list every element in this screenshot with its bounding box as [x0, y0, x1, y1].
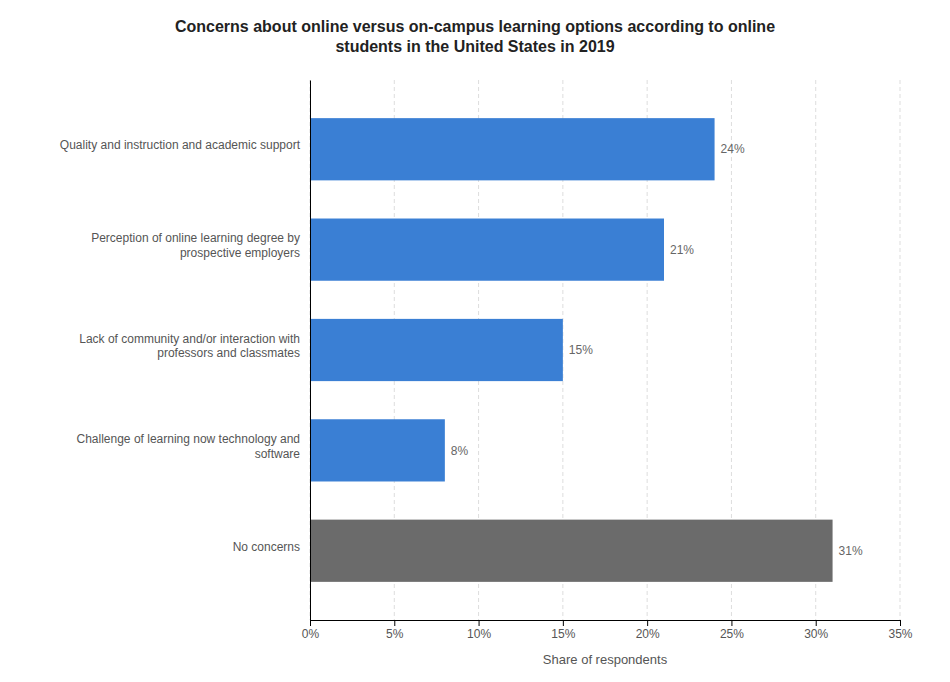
tick: Perception of online learning degree byp…: [91, 231, 310, 259]
data-label: 8%: [451, 444, 469, 458]
x-axis: 0% 5% 10% 15% 20% 25% 30% 35%: [302, 620, 913, 641]
bar: [310, 520, 833, 582]
tick-label: Challenge of learning now technology and…: [77, 432, 301, 460]
tick: Challenge of learning now technology and…: [77, 432, 311, 460]
tick-label: 35%: [888, 627, 912, 641]
axis-line: [311, 621, 901, 627]
tick-label: Perception of online learning degree byp…: [91, 231, 300, 259]
chart: Concerns about online versus on-campus l…: [0, 0, 950, 682]
tick: 5%: [386, 620, 404, 641]
tick-mark: [394, 620, 395, 626]
tick: Quality and instruction and academic sup…: [60, 138, 310, 152]
text-line: professors and classmates: [157, 346, 300, 360]
text-line: Lack of community and/or interaction wit…: [79, 332, 300, 346]
tick-mark: [816, 620, 817, 626]
tick-label: 15%: [551, 627, 575, 641]
x-axis-title: Share of respondents: [543, 652, 668, 667]
tick-mark: [900, 620, 901, 626]
tick-mark: [479, 620, 480, 626]
text-line: Concerns about online versus on-campus l…: [175, 18, 775, 35]
text-line: prospective employers: [180, 246, 300, 260]
tick: 25%: [720, 620, 744, 641]
tick: 20%: [636, 620, 660, 641]
bar: [310, 219, 664, 281]
y-axis: Quality and instruction and academic sup…: [60, 81, 311, 621]
tick: 30%: [804, 620, 828, 641]
data-label: 31%: [839, 544, 863, 558]
data-label: 15%: [569, 343, 593, 357]
tick: 15%: [551, 620, 575, 641]
text-line: software: [255, 447, 301, 461]
text-line: students in the United States in 2019: [335, 38, 614, 55]
axis-line: [310, 81, 311, 621]
plot: 0% 5% 10% 15% 20% 25% 30% 35% Quality and instru…: [60, 80, 913, 641]
tick-mark: [731, 620, 732, 626]
grid: [310, 80, 900, 620]
bars: [310, 118, 833, 582]
text-line: Quality and instruction and academic sup…: [60, 138, 301, 152]
tick-mark: [310, 620, 311, 626]
data-label: 24%: [721, 142, 745, 156]
tick: 0%: [302, 620, 320, 641]
grid-line: [310, 80, 311, 620]
tick-mark: [647, 620, 648, 626]
data-label: 21%: [670, 243, 694, 257]
tick: Lack of community and/or interaction wit…: [79, 332, 310, 360]
tick-label: Quality and instruction and academic sup…: [60, 138, 301, 152]
tick: No concerns: [233, 540, 310, 554]
tick-mark: [563, 620, 564, 626]
tick-label: 20%: [636, 627, 660, 641]
tick-label: Lack of community and/or interaction wit…: [79, 332, 300, 360]
bar: [310, 319, 563, 381]
data-labels: 31% 8% 15% 21% 24%: [451, 142, 863, 557]
tick-label: 5%: [386, 627, 404, 641]
tick-label: No concerns: [233, 540, 300, 554]
tick-label: 10%: [467, 627, 491, 641]
text-line: Challenge of learning now technology and: [77, 432, 301, 446]
title: Concerns about online versus on-campus l…: [175, 18, 775, 55]
tick: 35%: [888, 620, 912, 641]
tick-label: 0%: [302, 627, 320, 641]
tick-label: 30%: [804, 627, 828, 641]
text-line: Perception of online learning degree by: [91, 231, 300, 245]
grid-line: [900, 80, 901, 620]
bar: [310, 118, 715, 180]
text-line: No concerns: [233, 540, 300, 554]
bar: [310, 419, 445, 481]
tick: 10%: [467, 620, 491, 641]
tick-label: 25%: [720, 627, 744, 641]
